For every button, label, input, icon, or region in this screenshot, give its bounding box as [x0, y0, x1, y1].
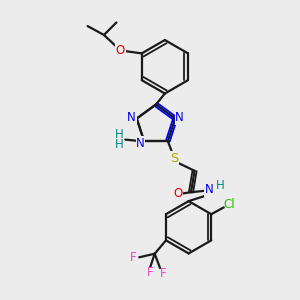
- Text: F: F: [160, 267, 166, 280]
- Text: F: F: [130, 251, 136, 264]
- Text: H: H: [114, 138, 123, 151]
- Text: N: N: [136, 137, 145, 150]
- Text: O: O: [173, 187, 182, 200]
- Text: N: N: [175, 111, 184, 124]
- Text: H: H: [215, 179, 224, 192]
- Text: N: N: [127, 111, 136, 124]
- Text: Cl: Cl: [223, 198, 235, 211]
- Text: F: F: [147, 266, 154, 279]
- Text: O: O: [116, 44, 125, 57]
- Text: S: S: [170, 152, 178, 165]
- Text: H: H: [114, 128, 123, 141]
- Text: N: N: [205, 183, 214, 196]
